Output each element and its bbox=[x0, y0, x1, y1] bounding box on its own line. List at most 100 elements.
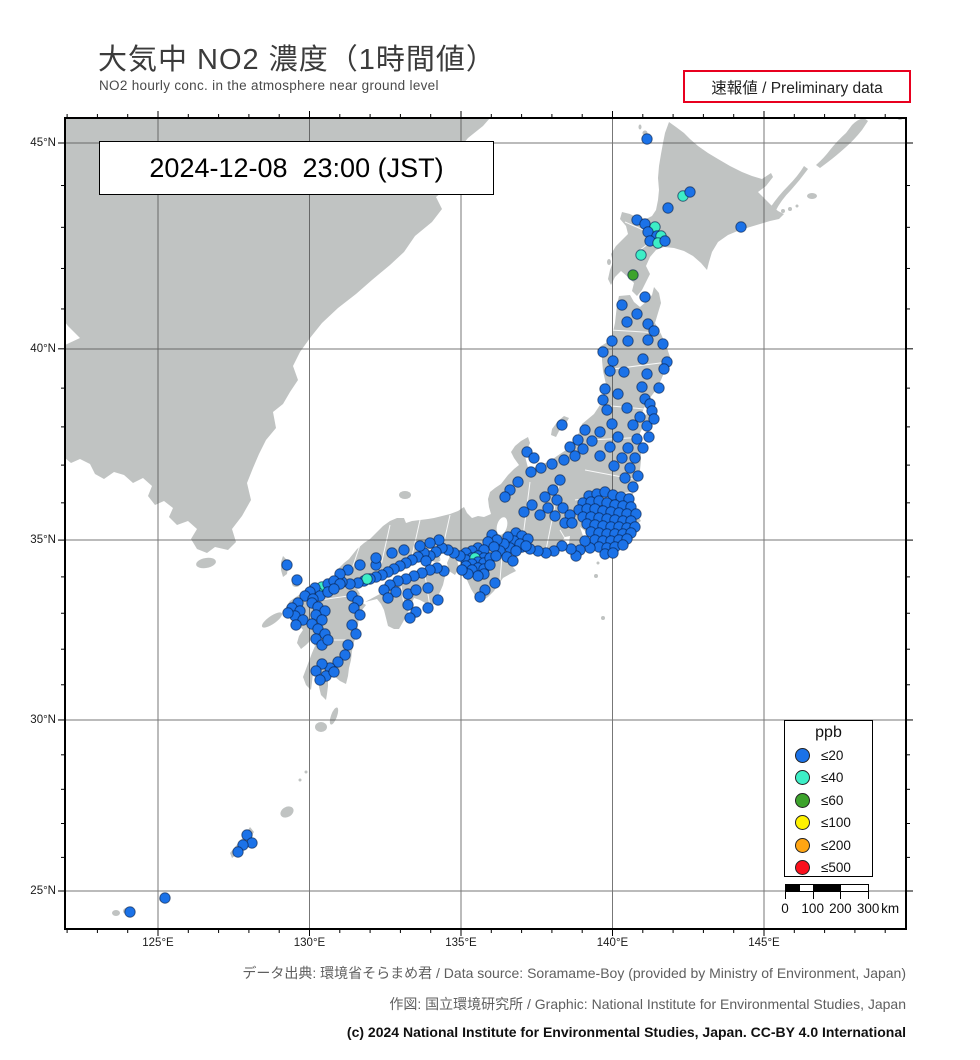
station-dot bbox=[414, 540, 426, 552]
station-dot bbox=[612, 388, 624, 400]
station-dot bbox=[735, 221, 747, 233]
station-dot bbox=[354, 609, 366, 621]
lon-tick-label: 135°E bbox=[445, 937, 477, 949]
station-dot bbox=[642, 334, 654, 346]
station-dot bbox=[619, 472, 631, 484]
station-dot bbox=[608, 460, 620, 472]
station-dot bbox=[539, 491, 551, 503]
station-dot bbox=[606, 335, 618, 347]
legend-item-label: ≤20 bbox=[821, 747, 844, 763]
okushiri-island bbox=[607, 259, 611, 265]
lon-tick-label: 125°E bbox=[142, 937, 174, 949]
station-dot bbox=[657, 338, 669, 350]
station-dot bbox=[653, 382, 665, 394]
station-dot bbox=[528, 452, 540, 464]
rebun-island bbox=[638, 124, 642, 130]
iriomote-island bbox=[112, 910, 120, 916]
axis-ticks bbox=[58, 111, 913, 936]
station-dot bbox=[402, 599, 414, 611]
legend-color-dot bbox=[795, 747, 810, 763]
map-frame bbox=[64, 117, 907, 930]
station-dot bbox=[607, 355, 619, 367]
station-dot bbox=[398, 544, 410, 556]
station-dot bbox=[159, 892, 171, 904]
lon-tick-label: 145°E bbox=[748, 937, 780, 949]
legend-item-label: ≤200 bbox=[821, 837, 851, 853]
station-dot bbox=[662, 202, 674, 214]
legend-item-label: ≤40 bbox=[821, 770, 844, 786]
page-subtitle: NO2 hourly conc. in the atmosphere near … bbox=[99, 78, 439, 93]
habomai-islet bbox=[788, 207, 792, 211]
station-dot bbox=[632, 470, 644, 482]
legend-color-dot bbox=[795, 770, 810, 786]
legend-color-dot bbox=[795, 837, 810, 853]
legend-item: ≤60 bbox=[785, 789, 872, 812]
station-dot bbox=[648, 325, 660, 337]
station-dot bbox=[546, 458, 558, 470]
izu-islet bbox=[594, 574, 598, 578]
station-dot bbox=[579, 535, 591, 547]
station-dot bbox=[577, 443, 589, 455]
station-dot bbox=[534, 509, 546, 521]
station-dot bbox=[622, 442, 634, 454]
station-dot bbox=[564, 441, 576, 453]
station-dot bbox=[558, 454, 570, 466]
station-dot bbox=[507, 555, 519, 567]
station-dot bbox=[512, 476, 524, 488]
station-dot bbox=[490, 550, 502, 562]
page-title: 大気中 NO2 濃度（1時間値） bbox=[98, 44, 496, 76]
scale-bar-label: 100 bbox=[801, 901, 824, 916]
legend-color-dot bbox=[795, 792, 810, 808]
station-dot bbox=[472, 570, 484, 582]
izu-islet bbox=[596, 561, 600, 565]
station-dot bbox=[606, 418, 618, 430]
station-dot bbox=[542, 502, 554, 514]
data-source-credit: データ出典: 環境省そらまめ君 / Data source: Soramame-… bbox=[242, 965, 906, 981]
station-dot bbox=[342, 639, 354, 651]
hokkaido bbox=[608, 122, 784, 296]
scale-bar-tick bbox=[868, 892, 870, 899]
goto-islands bbox=[261, 612, 283, 628]
station-dot bbox=[432, 594, 444, 606]
tokara-islet bbox=[298, 778, 302, 782]
lat-tick-label: 45°N bbox=[30, 137, 56, 149]
station-dot bbox=[639, 291, 651, 303]
station-dot bbox=[370, 552, 382, 564]
station-dot bbox=[684, 186, 696, 198]
station-dot bbox=[597, 346, 609, 358]
station-dot bbox=[631, 308, 643, 320]
station-dot bbox=[322, 634, 334, 646]
station-dot bbox=[328, 666, 340, 678]
legend-color-dot bbox=[795, 815, 810, 831]
station-dot bbox=[658, 363, 670, 375]
station-dots bbox=[124, 133, 747, 918]
station-dot bbox=[474, 591, 486, 603]
station-dot bbox=[404, 612, 416, 624]
lon-tick-label: 130°E bbox=[293, 937, 326, 949]
station-dot bbox=[627, 419, 639, 431]
station-dot bbox=[643, 431, 655, 443]
scale-bar-segment bbox=[840, 884, 870, 892]
scale-bar-tick bbox=[812, 892, 814, 899]
station-dot bbox=[282, 607, 294, 619]
station-dot bbox=[520, 540, 532, 552]
scale-bar-label: 300 bbox=[856, 901, 880, 916]
tokara-islet bbox=[304, 770, 308, 774]
station-dot bbox=[456, 564, 468, 576]
station-dot bbox=[556, 540, 568, 552]
station-dot bbox=[382, 592, 394, 604]
station-dot bbox=[586, 435, 598, 447]
station-dot bbox=[601, 404, 613, 416]
map-legend: ppb ≤20 ≤40 ≤60 ≤100 ≤200 ≤500 bbox=[784, 720, 873, 877]
scale-bar-segment bbox=[812, 884, 842, 892]
graticule-lines bbox=[65, 118, 906, 929]
scale-bar-segment bbox=[785, 884, 800, 892]
station-dot bbox=[627, 481, 639, 493]
station-dot bbox=[594, 426, 606, 438]
station-dot bbox=[566, 517, 578, 529]
station-dot bbox=[636, 381, 648, 393]
lon-tick-label: 140°E bbox=[596, 937, 629, 949]
station-dot bbox=[659, 235, 671, 247]
legend-item-label: ≤500 bbox=[821, 860, 851, 876]
